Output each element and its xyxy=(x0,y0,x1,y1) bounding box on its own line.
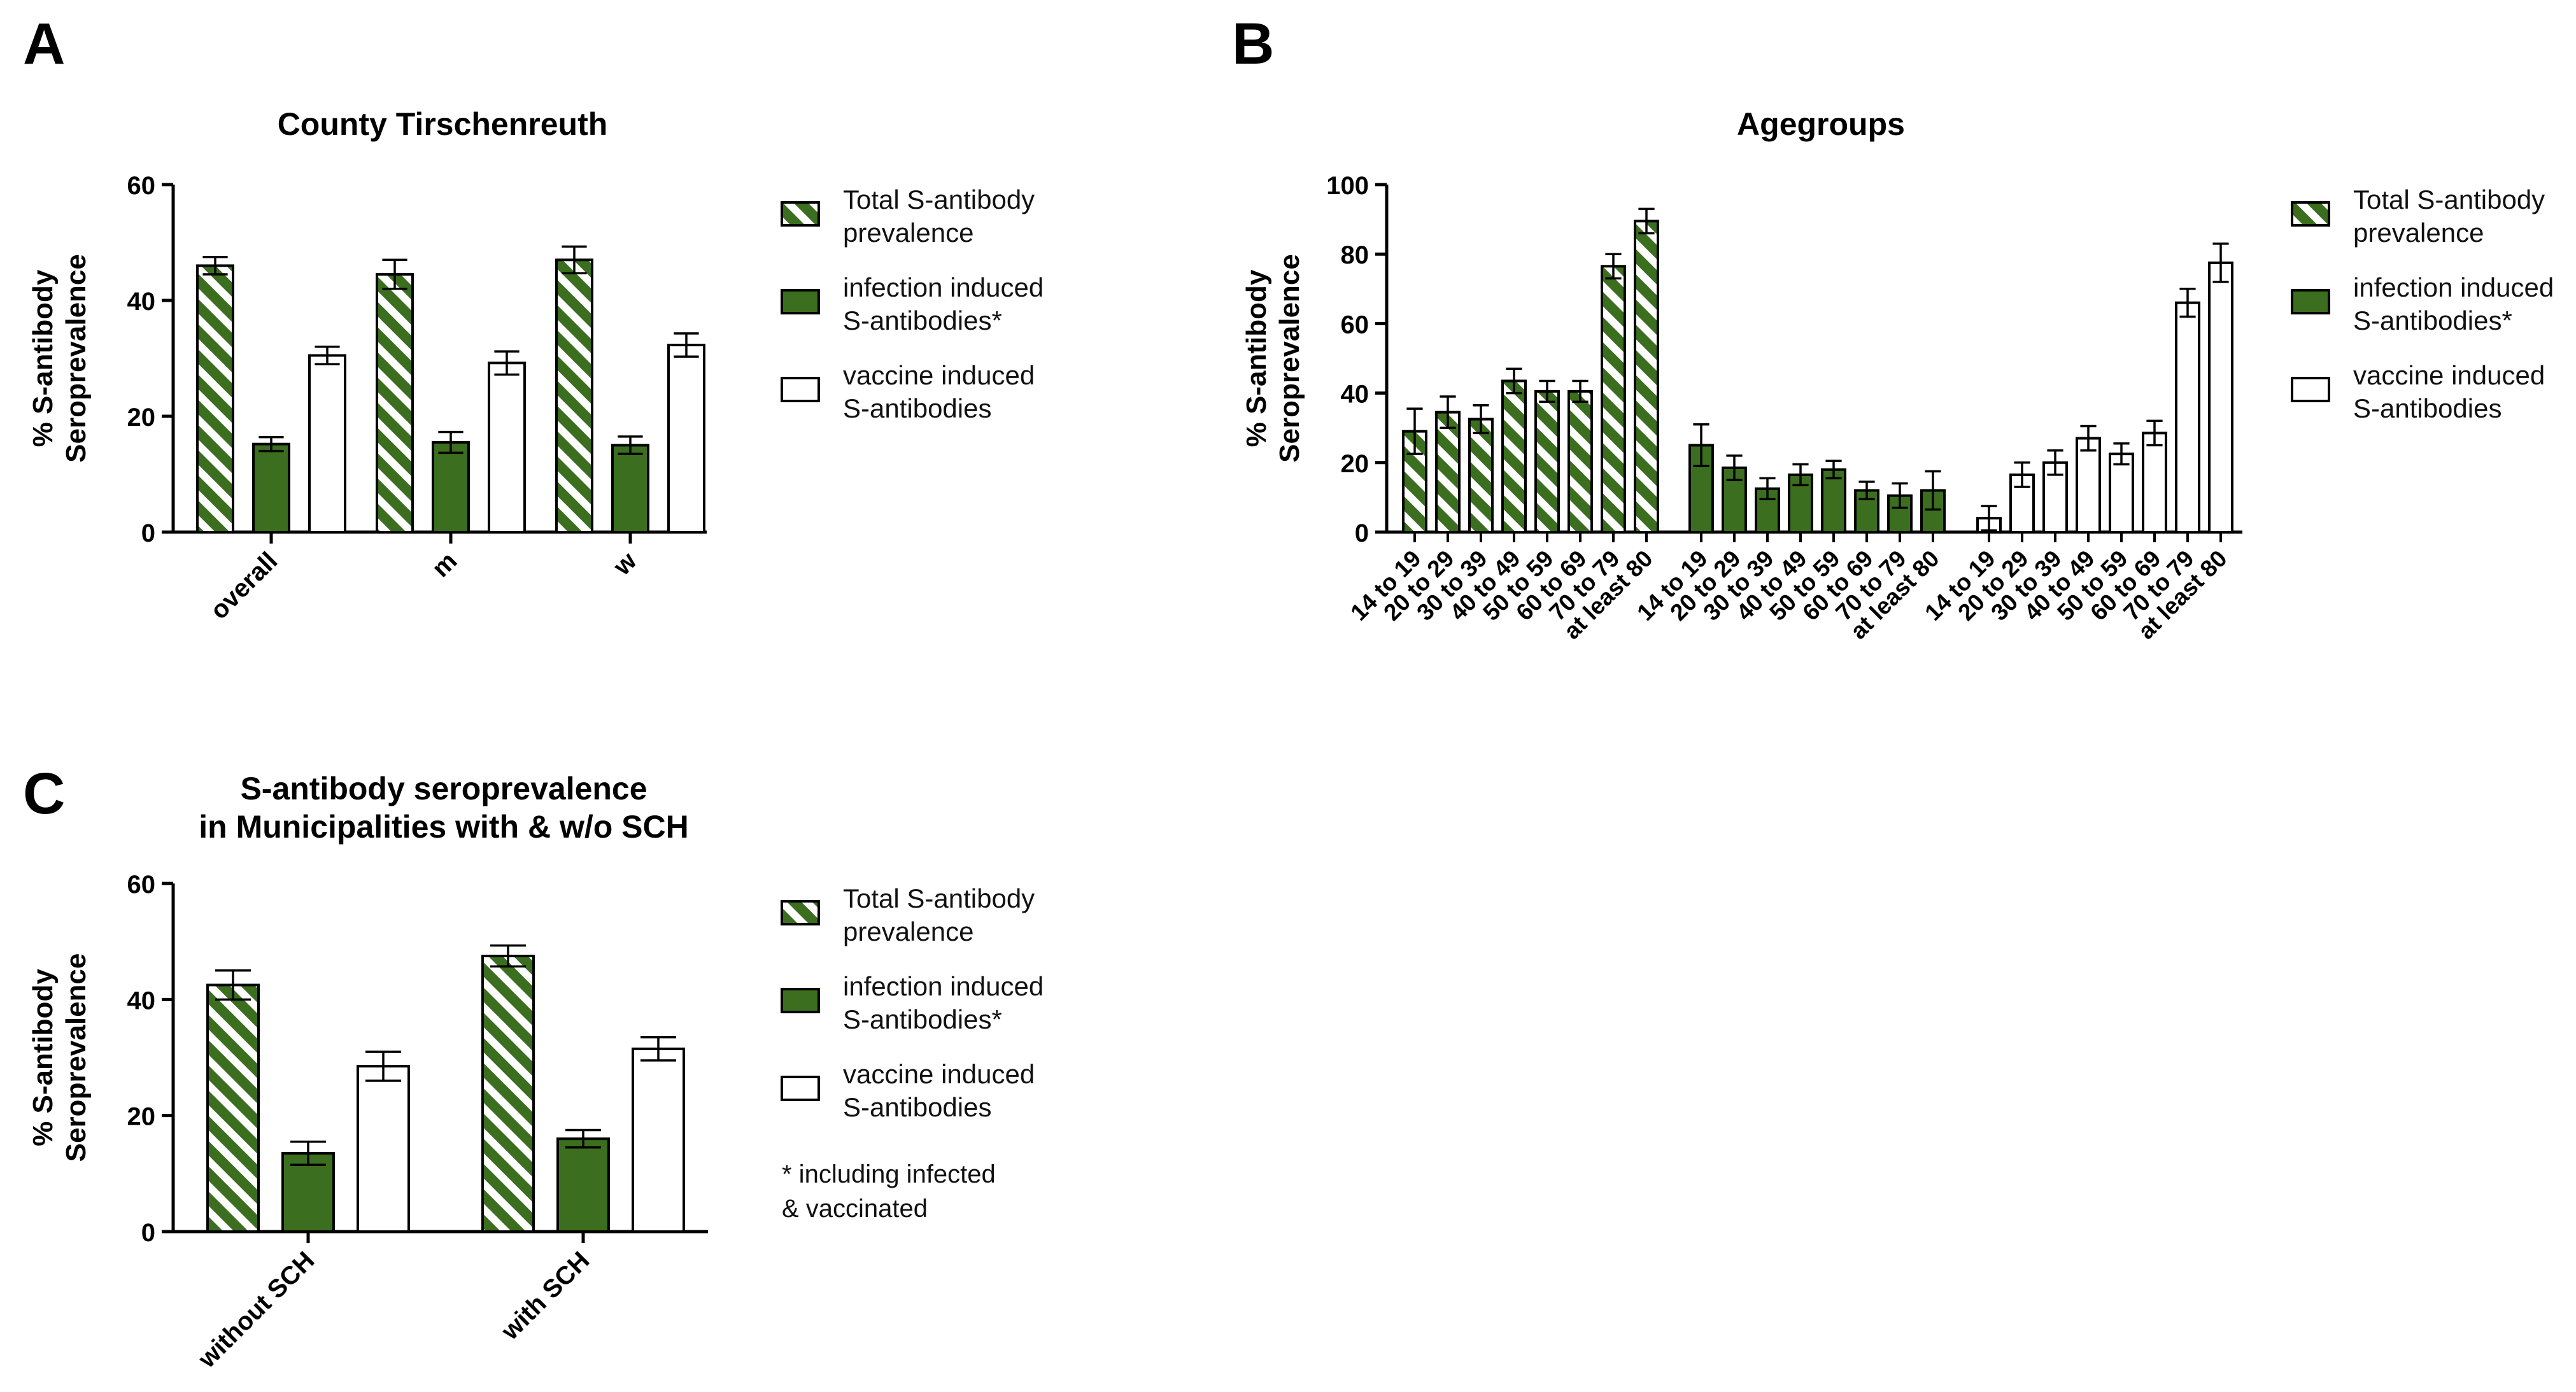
legend-swatch xyxy=(781,201,820,227)
panel-a-chart: County Tirschenreuth 0 20 40 60 % S-antibody… xyxy=(27,106,707,625)
bar xyxy=(1468,418,1494,533)
bar xyxy=(1634,220,1659,533)
bar xyxy=(1501,379,1527,533)
chart-title: County Tirschenreuth xyxy=(278,106,608,142)
x-tick-label: w xyxy=(608,547,642,581)
legend-label: prevalence xyxy=(843,917,973,946)
bar xyxy=(206,983,260,1233)
legend-label: infection induced xyxy=(2353,272,2554,302)
panel-letter-b: B xyxy=(1232,11,1274,76)
legend-swatch xyxy=(2291,377,2330,402)
y-axis-label: % S-antibody xyxy=(27,969,59,1146)
panel-b-chart: Agegroups 0 20 40 60 80 100 % S-antibody Seropr… xyxy=(1241,106,2242,644)
y-tick-label: 20 xyxy=(127,404,156,432)
bar xyxy=(376,273,414,533)
panel-c-chart: S-antibody seroprevalence in Municipalit… xyxy=(27,771,708,1374)
bar xyxy=(2142,432,2167,534)
x-tick-label: with SCH xyxy=(495,1246,595,1346)
legend-label: S-antibodies xyxy=(843,393,991,423)
y-tick-label: 60 xyxy=(1341,311,1369,339)
y-tick-label: 60 xyxy=(127,172,156,200)
y-axis-label: % S-antibody xyxy=(1241,269,1272,447)
panel-letter-c: C xyxy=(23,761,65,826)
legend-label: vaccine induced xyxy=(843,360,1035,390)
bar xyxy=(252,442,290,533)
chart-title: Agegroups xyxy=(1737,106,1905,142)
legend-label: Total S-antibody xyxy=(843,185,1035,214)
bar xyxy=(1601,265,1626,533)
bar xyxy=(1435,411,1461,533)
y-tick-label: 80 xyxy=(1341,241,1369,269)
y-tick-label: 20 xyxy=(1341,450,1369,478)
legend-label: S-antibodies* xyxy=(843,306,1002,335)
legend-label: S-antibodies* xyxy=(843,1004,1002,1034)
legend-swatch xyxy=(2291,289,2330,314)
chart-title-line-1: S-antibody seroprevalence xyxy=(240,771,647,806)
bar xyxy=(2175,301,2200,533)
legend-swatch xyxy=(2291,201,2330,227)
legend-label: Total S-antibody xyxy=(843,883,1035,913)
y-tick-label: 0 xyxy=(141,1219,155,1247)
bar xyxy=(1568,390,1593,533)
legend-swatch xyxy=(781,900,820,925)
legend-swatch xyxy=(781,988,820,1013)
footnote-line-2: & vaccinated xyxy=(782,1195,928,1223)
bar xyxy=(357,1065,410,1234)
y-axis-label: % S-antibody xyxy=(27,269,59,447)
y-tick-label: 40 xyxy=(127,288,156,316)
legend-swatch xyxy=(781,377,820,402)
legend-label: prevalence xyxy=(843,218,973,248)
legend-label: vaccine induced xyxy=(2353,360,2545,390)
legend-label: S-antibodies xyxy=(2353,393,2502,423)
x-tick-label: without SCH xyxy=(192,1246,320,1374)
footnote-line-1: * including infected xyxy=(782,1160,996,1188)
x-tick-label: overall xyxy=(205,547,283,624)
legend-label: prevalence xyxy=(2353,218,2484,248)
legend-swatch xyxy=(781,289,820,314)
x-tick-label: m xyxy=(427,547,462,582)
bar xyxy=(2208,261,2233,533)
chart-title-line-2: in Municipalities with & w/o SCH xyxy=(199,809,688,845)
y-tick-label: 40 xyxy=(1341,381,1369,409)
bar xyxy=(2076,437,2101,534)
bar xyxy=(432,440,470,534)
y-tick-label: 60 xyxy=(127,871,156,899)
panel-c-legend: Total S-antibody prevalence infection indu… xyxy=(781,883,1044,1122)
panel-a-legend: Total S-antibody prevalence infection indu… xyxy=(781,185,1044,423)
panel-b-legend: Total S-antibody prevalence infection indu… xyxy=(2291,185,2554,423)
legend-label: Total S-antibody xyxy=(2353,185,2545,214)
bar xyxy=(1534,390,1560,533)
legend-swatch xyxy=(781,1076,820,1101)
y-tick-label: 0 xyxy=(1355,519,1369,547)
legend-label: S-antibodies xyxy=(843,1092,991,1122)
panel-letter-a: A xyxy=(23,11,65,76)
y-tick-label: 20 xyxy=(127,1103,156,1131)
bar xyxy=(488,362,526,534)
y-tick-label: 0 xyxy=(141,519,155,547)
bar xyxy=(632,1047,685,1233)
bar xyxy=(556,1137,610,1233)
y-axis-label: Seroprevalence xyxy=(60,254,92,463)
bar xyxy=(281,1151,335,1234)
y-tick-label: 100 xyxy=(1326,172,1369,200)
legend-label: vaccine induced xyxy=(843,1059,1035,1089)
bar xyxy=(308,354,346,533)
bar xyxy=(555,258,593,533)
legend-label: S-antibodies* xyxy=(2353,306,2512,335)
y-axis-label: Seroprevalence xyxy=(1274,254,1305,463)
bar xyxy=(611,444,649,533)
bar xyxy=(196,264,234,533)
legend-label: infection induced xyxy=(843,272,1044,302)
legend-label: infection induced xyxy=(843,971,1044,1001)
bar xyxy=(2109,453,2134,534)
y-axis-label: Seroprevalence xyxy=(60,953,92,1162)
y-tick-label: 40 xyxy=(127,987,156,1015)
bar xyxy=(667,344,705,533)
bar xyxy=(481,954,535,1234)
